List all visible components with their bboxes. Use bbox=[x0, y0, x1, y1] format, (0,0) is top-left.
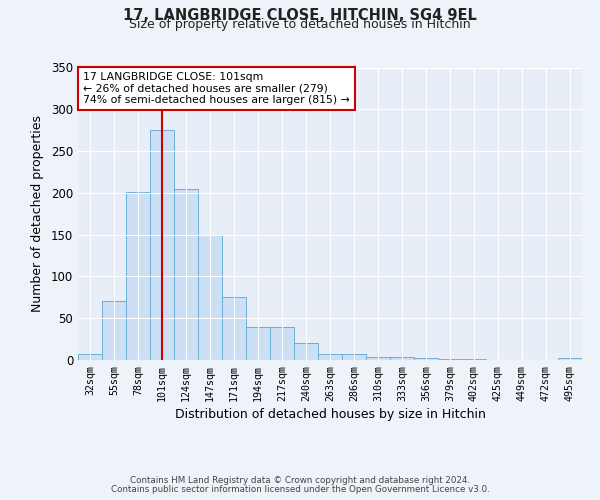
Bar bbox=[222, 298, 246, 360]
Text: Contains public sector information licensed under the Open Government Licence v3: Contains public sector information licen… bbox=[110, 485, 490, 494]
Bar bbox=[198, 236, 222, 360]
Text: 17 LANGBRIDGE CLOSE: 101sqm
← 26% of detached houses are smaller (279)
74% of se: 17 LANGBRIDGE CLOSE: 101sqm ← 26% of det… bbox=[83, 72, 350, 105]
Bar bbox=[126, 192, 150, 360]
Bar bbox=[318, 354, 342, 360]
Bar bbox=[462, 359, 486, 360]
Bar bbox=[390, 358, 414, 360]
Bar bbox=[438, 359, 462, 360]
Text: Contains HM Land Registry data © Crown copyright and database right 2024.: Contains HM Land Registry data © Crown c… bbox=[130, 476, 470, 485]
Bar bbox=[366, 356, 390, 360]
Bar bbox=[150, 130, 174, 360]
Bar bbox=[270, 326, 294, 360]
Bar bbox=[78, 354, 102, 360]
Y-axis label: Number of detached properties: Number of detached properties bbox=[31, 116, 44, 312]
Bar bbox=[294, 344, 318, 360]
Text: Size of property relative to detached houses in Hitchin: Size of property relative to detached ho… bbox=[129, 18, 471, 31]
Bar bbox=[558, 358, 582, 360]
Bar bbox=[102, 300, 126, 360]
Bar bbox=[246, 326, 270, 360]
Bar bbox=[414, 358, 438, 360]
Bar bbox=[342, 354, 366, 360]
Bar bbox=[174, 188, 198, 360]
X-axis label: Distribution of detached houses by size in Hitchin: Distribution of detached houses by size … bbox=[175, 408, 485, 421]
Text: 17, LANGBRIDGE CLOSE, HITCHIN, SG4 9EL: 17, LANGBRIDGE CLOSE, HITCHIN, SG4 9EL bbox=[123, 8, 477, 22]
